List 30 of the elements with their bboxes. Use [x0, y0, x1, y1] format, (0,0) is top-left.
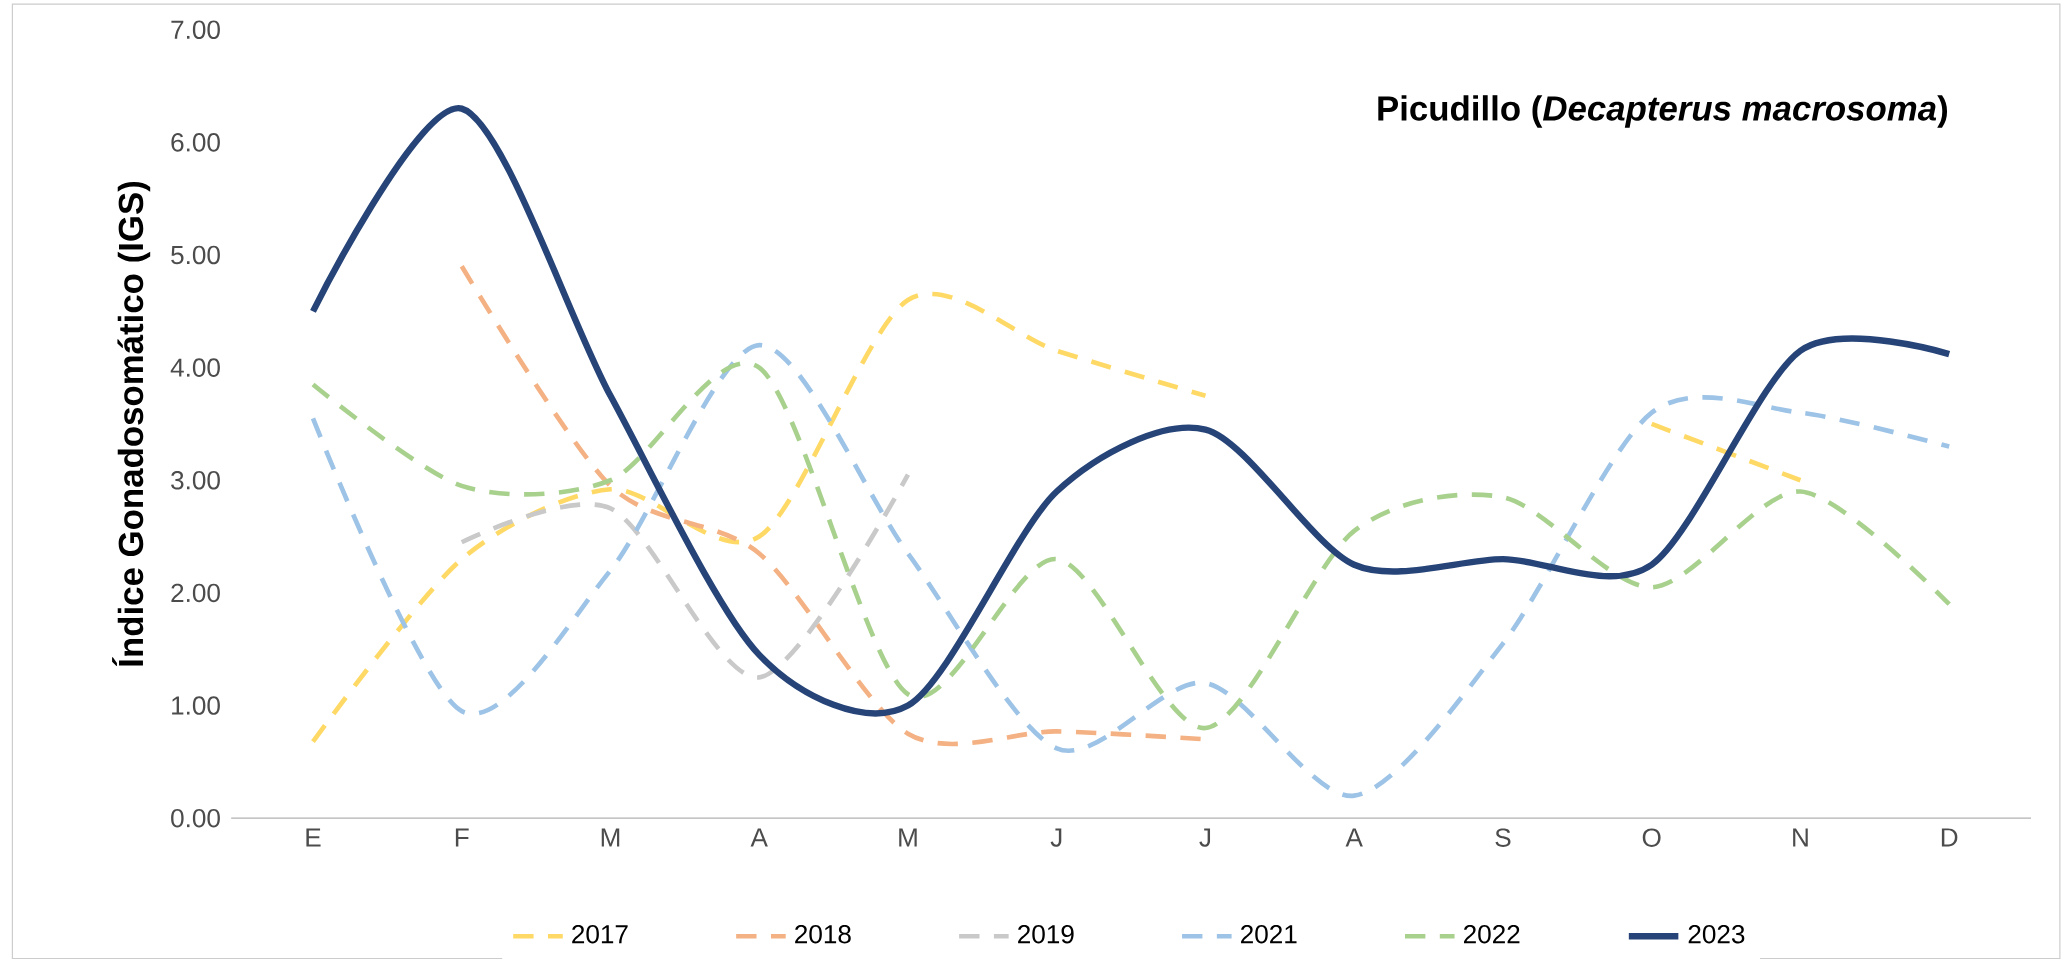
y-tick-label: 1.00 [172, 696, 220, 715]
x-tick-label: J [1050, 828, 1062, 847]
y-axis-title: Índice Gonadosomático (IGS) [112, 182, 151, 667]
legend-label: 2023 [1688, 925, 1745, 944]
x-tick-label: M [601, 828, 620, 847]
legend-label: 2018 [795, 925, 851, 944]
y-tick-label: 5.00 [171, 245, 220, 265]
legend-label: 2021 [1241, 925, 1297, 944]
x-tick-label: O [1642, 828, 1661, 848]
legend-label: 2019 [1018, 925, 1074, 944]
x-tick-label: E [306, 828, 321, 847]
x-tick-label: A [1345, 828, 1363, 847]
y-tick-label: 4.00 [170, 358, 220, 378]
chart-title: Picudillo (Decapterus macrosoma) [1378, 95, 1948, 128]
y-tick-label: 7.00 [171, 20, 220, 40]
x-tick-label: D [1941, 828, 1958, 847]
legend-label: 2022 [1463, 925, 1520, 944]
x-tick-label: F [455, 828, 469, 847]
y-tick-label: 3.00 [171, 471, 220, 490]
x-tick-label: M [899, 828, 917, 847]
x-tick-label: J [1199, 828, 1211, 847]
x-tick-label: S [1495, 828, 1511, 848]
legend-label: 2017 [572, 925, 628, 944]
y-tick-label: 6.00 [171, 133, 220, 152]
y-tick-label: 0.00 [171, 809, 220, 828]
line-series [459, 472, 911, 680]
x-tick-label: A [750, 828, 768, 847]
x-tick-label: N [1793, 828, 1808, 847]
y-tick-label: 2.00 [171, 583, 220, 603]
line-series [310, 342, 1952, 799]
